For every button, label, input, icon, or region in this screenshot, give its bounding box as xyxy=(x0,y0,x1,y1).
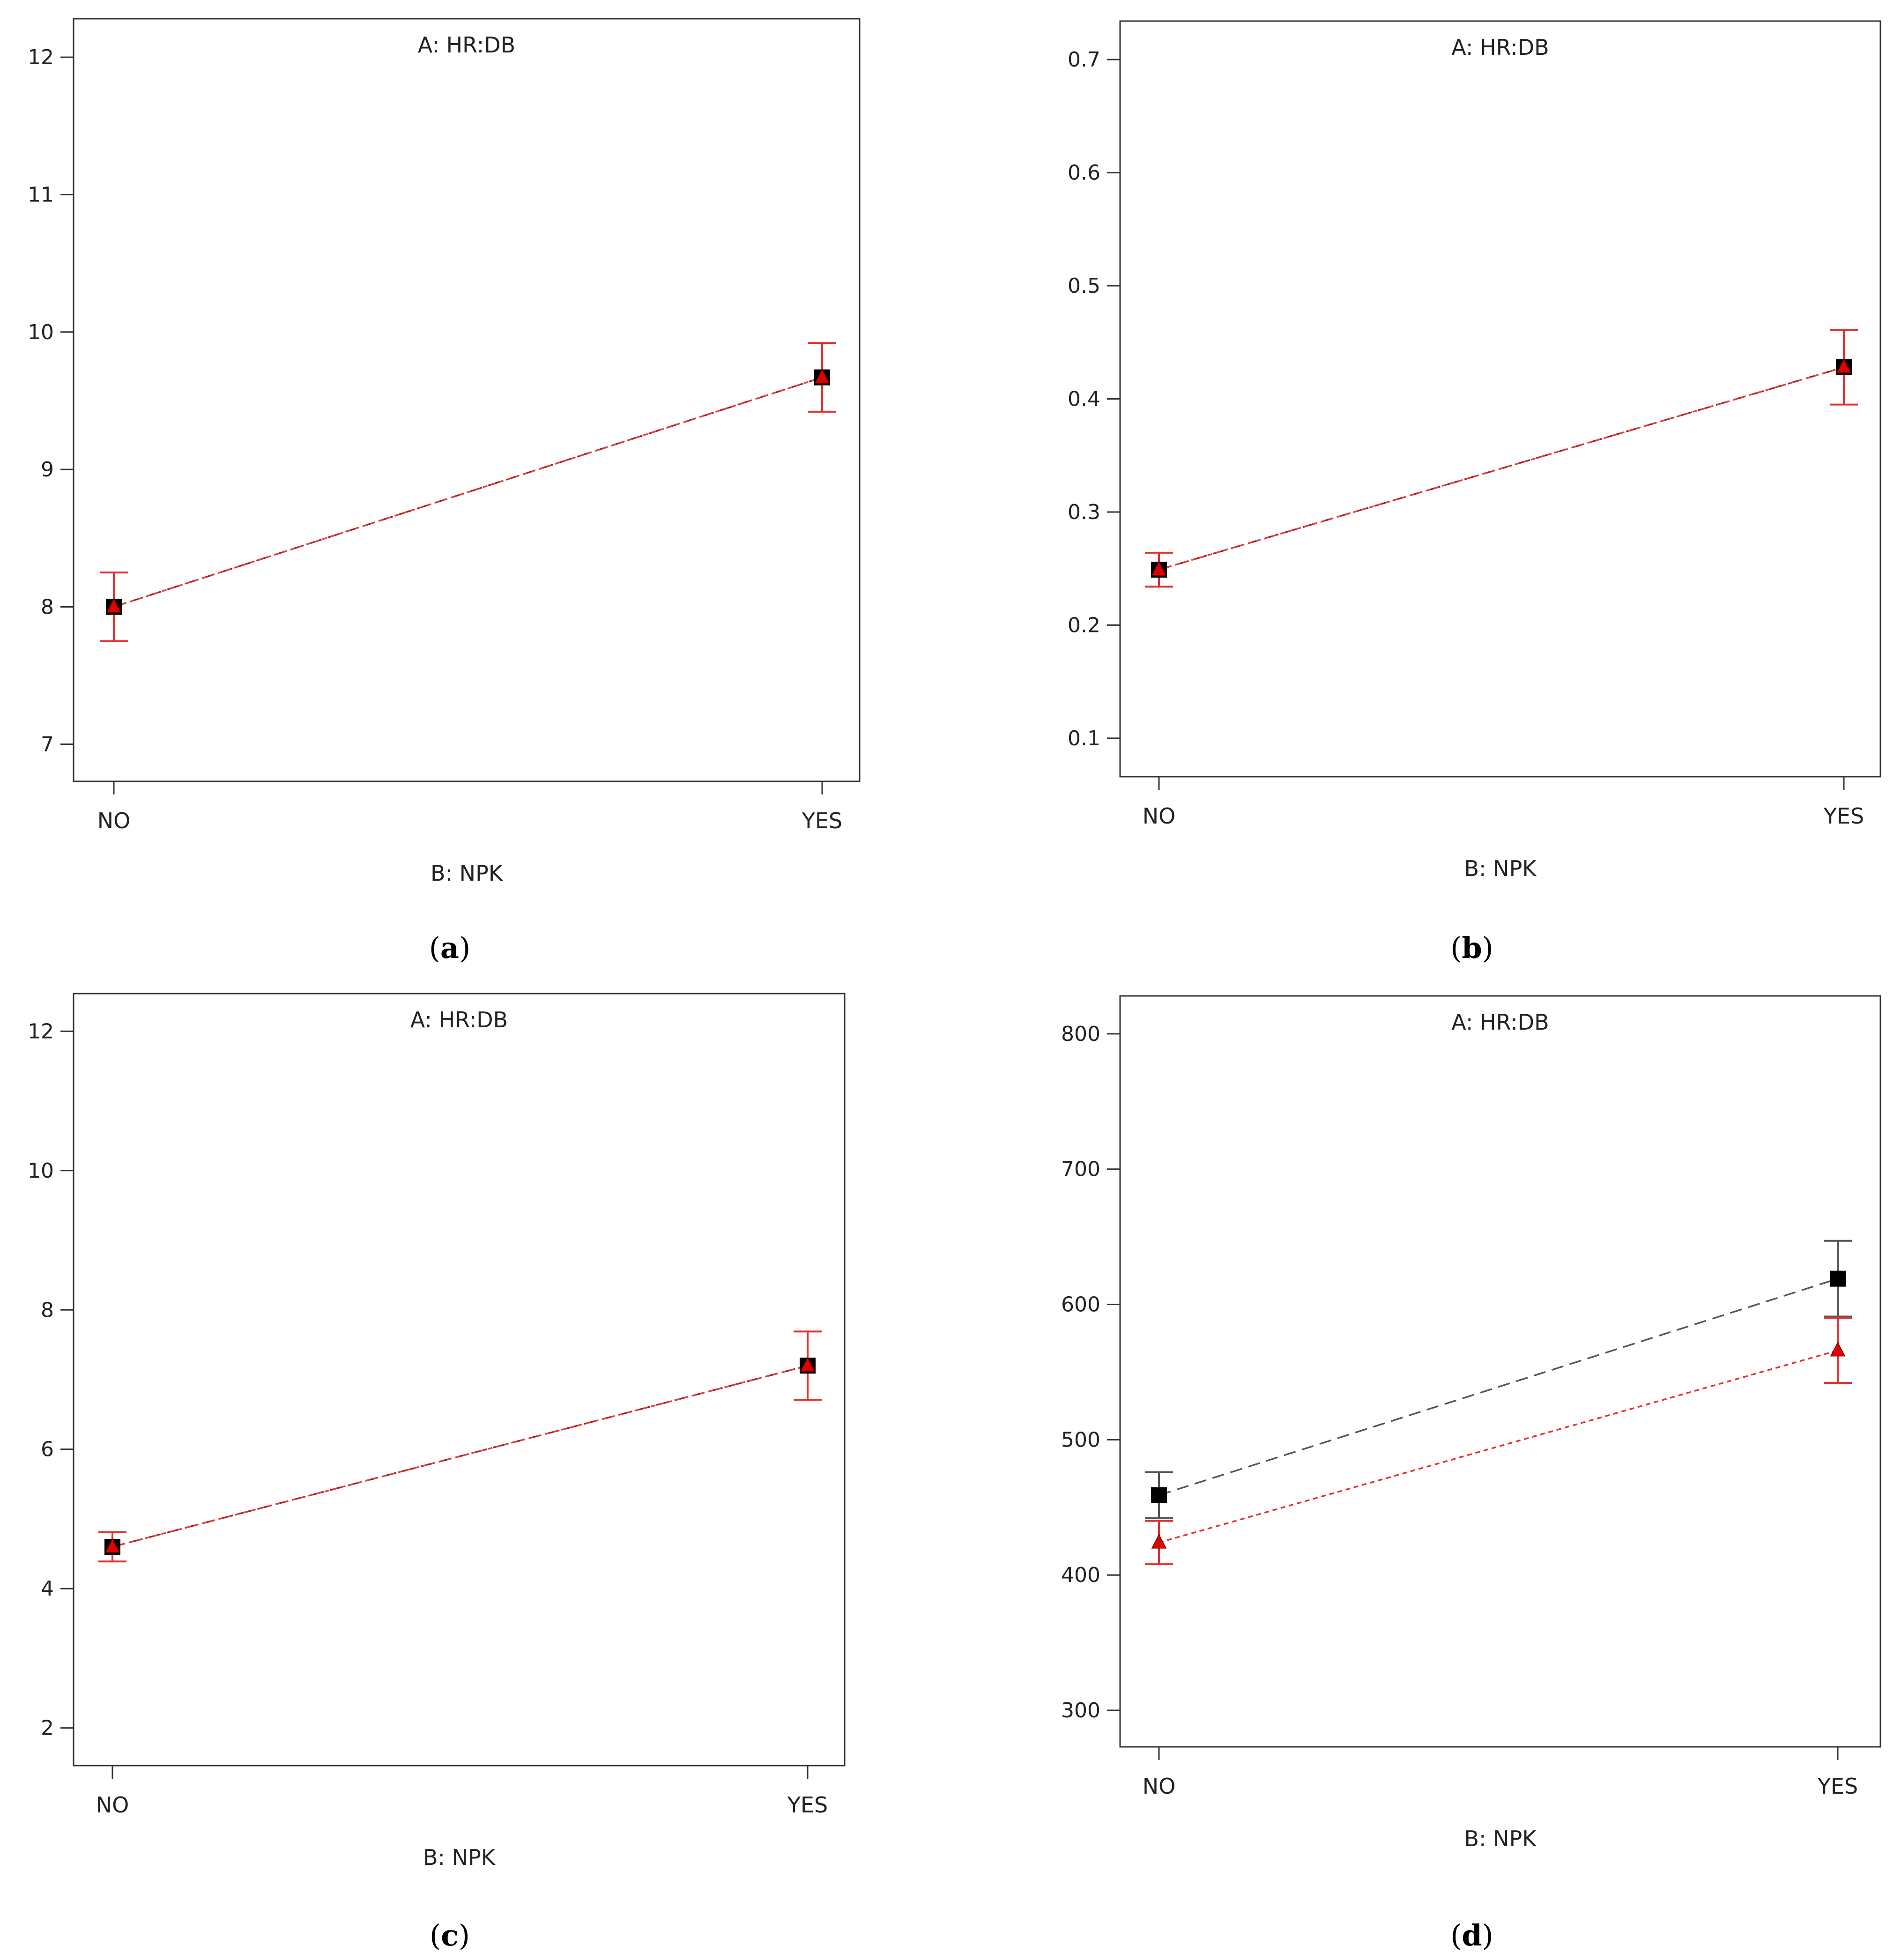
plot-frame xyxy=(73,993,846,1767)
chart-title: A: HR:DB xyxy=(1451,1010,1549,1035)
y-tick-label: 0.5 xyxy=(1068,274,1100,298)
x-tick-label: NO xyxy=(97,808,131,833)
y-tick-label: 0.3 xyxy=(1068,500,1100,524)
triangle-marker xyxy=(1836,358,1852,373)
y-tick-label: 6 xyxy=(41,1438,54,1462)
chart-title: A: HR:DB xyxy=(410,1007,508,1032)
x-tick-label: YES xyxy=(787,1792,828,1818)
panel-caption-letter: b xyxy=(1462,931,1482,965)
x-axis-label: B: NPK xyxy=(1464,856,1537,881)
y-tick-label: 0.1 xyxy=(1068,727,1100,750)
y-tick-label: 2 xyxy=(41,1716,54,1740)
triangle-marker xyxy=(1151,1534,1167,1549)
triangle-marker xyxy=(1151,561,1167,576)
plot-frame xyxy=(1119,20,1881,778)
panel-caption-letter: d xyxy=(1462,1918,1482,1953)
series-line xyxy=(1158,1277,1838,1496)
x-tick-label: YES xyxy=(1823,803,1864,829)
series-line xyxy=(1158,366,1844,571)
chart-title: A: HR:DB xyxy=(418,32,515,58)
panel-caption: (b) xyxy=(1450,931,1493,965)
y-tick-label: 0.7 xyxy=(1068,48,1100,72)
series-line xyxy=(112,1365,808,1548)
panel-caption: (c) xyxy=(430,1918,470,1953)
square-marker xyxy=(1830,1270,1846,1287)
y-tick-label: 300 xyxy=(1061,1699,1100,1722)
y-tick-label: 600 xyxy=(1061,1293,1100,1317)
panel-caption-letter: a xyxy=(440,931,459,965)
panel-d: A: HR:DB 300 400 500 600 700 800 NO YES B: NPK (d) xyxy=(1061,995,1881,1953)
y-tick-label: 12 xyxy=(28,45,54,69)
y-tick-label: 0.4 xyxy=(1068,387,1100,411)
y-tick-label: 500 xyxy=(1061,1428,1100,1452)
y-tick-label: 11 xyxy=(28,183,54,207)
y-tick-label: 7 xyxy=(41,733,54,757)
triangle-marker xyxy=(1830,1342,1846,1357)
y-tick-label: 8 xyxy=(41,1298,54,1322)
panel-a: A: HR:DB 7 8 9 10 11 12 NO YES B: NPK (a) xyxy=(28,18,861,965)
y-tick-label: 700 xyxy=(1061,1158,1100,1181)
panel-caption-letter: c xyxy=(441,1918,459,1953)
plot-frame xyxy=(73,18,861,782)
x-tick-label: NO xyxy=(1143,1774,1176,1799)
panel-caption: (d) xyxy=(1450,1918,1493,1953)
y-tick-label: 800 xyxy=(1061,1022,1100,1046)
x-tick-label: NO xyxy=(96,1792,129,1818)
y-tick-label: 4 xyxy=(41,1577,54,1601)
x-tick-label: NO xyxy=(1143,803,1176,829)
triangle-marker xyxy=(814,368,830,384)
panel-b: A: HR:DB 0.1 0.2 0.3 0.4 0.5 0.6 0.7 NO YES B: NPK… xyxy=(1068,20,1881,965)
series-line xyxy=(113,376,823,608)
y-tick-label: 0.2 xyxy=(1068,613,1100,637)
triangle-marker xyxy=(106,598,122,613)
plot-frame xyxy=(1119,995,1881,1748)
y-tick-label: 400 xyxy=(1061,1563,1100,1587)
triangle-marker xyxy=(800,1357,816,1372)
x-axis-label: B: NPK xyxy=(1464,1826,1537,1851)
x-tick-label: YES xyxy=(802,808,842,833)
x-axis-label: B: NPK xyxy=(431,861,504,886)
chart-title: A: HR:DB xyxy=(1451,35,1549,60)
series-line xyxy=(1158,1350,1838,1544)
y-tick-label: 8 xyxy=(41,595,54,619)
y-tick-label: 0.6 xyxy=(1068,161,1100,185)
square-marker xyxy=(1151,1487,1167,1503)
triangle-marker xyxy=(104,1538,120,1553)
panel-caption: (a) xyxy=(429,931,471,965)
x-tick-label: YES xyxy=(1817,1774,1858,1799)
y-tick-label: 10 xyxy=(28,320,54,344)
series-line xyxy=(113,376,823,608)
panel-c: A: HR:DB 2 4 6 8 10 12 NO YES B: NPK (c) xyxy=(28,993,846,1953)
y-tick-label: 12 xyxy=(28,1019,54,1043)
y-tick-label: 10 xyxy=(28,1159,54,1183)
y-tick-label: 9 xyxy=(41,458,54,482)
x-axis-label: B: NPK xyxy=(423,1845,496,1870)
